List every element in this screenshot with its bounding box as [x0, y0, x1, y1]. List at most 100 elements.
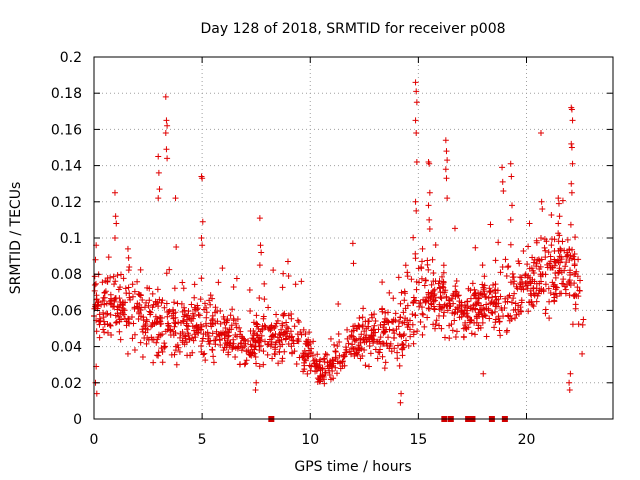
data-point	[507, 160, 514, 167]
data-point	[101, 329, 108, 336]
data-point	[444, 195, 451, 202]
data-point	[232, 320, 239, 327]
data-point	[111, 235, 118, 241]
data-point	[542, 254, 549, 261]
data-point	[136, 291, 143, 298]
data-point	[567, 272, 574, 279]
data-point	[544, 261, 551, 268]
data-point	[219, 265, 226, 272]
data-point	[441, 289, 448, 296]
data-point	[505, 263, 512, 270]
data-point	[154, 315, 161, 322]
data-point	[143, 299, 150, 306]
data-point	[146, 297, 153, 304]
data-point	[164, 313, 171, 320]
data-point	[93, 390, 100, 397]
data-point	[112, 319, 119, 326]
data-point	[268, 333, 275, 340]
data-point	[483, 301, 490, 308]
data-point	[492, 281, 499, 288]
data-point	[555, 195, 562, 202]
data-point	[398, 390, 405, 397]
data-point	[527, 279, 534, 286]
data-point	[269, 355, 276, 362]
data-point	[327, 335, 334, 342]
data-point	[515, 258, 522, 265]
data-point	[220, 347, 227, 354]
data-point	[207, 292, 214, 299]
data-point	[265, 304, 272, 311]
data-point	[507, 241, 514, 248]
data-point	[349, 341, 356, 348]
data-point	[412, 312, 419, 319]
data-point	[410, 340, 417, 347]
data-point	[200, 335, 207, 342]
data-point	[508, 299, 515, 306]
data-point	[125, 254, 132, 261]
data-point	[169, 306, 176, 313]
data-point	[340, 354, 347, 361]
data-point	[413, 130, 420, 137]
data-point	[210, 359, 217, 366]
data-point	[294, 337, 301, 344]
data-point	[454, 292, 461, 299]
data-point	[288, 350, 295, 357]
data-point	[526, 220, 533, 227]
data-point	[471, 331, 478, 338]
y-tick-label: 0.2	[60, 50, 82, 66]
data-point	[518, 286, 525, 293]
data-point	[198, 342, 205, 349]
data-point	[339, 358, 346, 365]
data-point	[256, 262, 263, 269]
data-point	[444, 307, 451, 314]
data-point	[146, 285, 153, 292]
data-point	[419, 245, 426, 252]
data-point	[455, 292, 462, 299]
data-point	[165, 323, 172, 330]
data-point	[162, 93, 169, 100]
data-point	[460, 325, 467, 332]
data-point	[430, 269, 437, 276]
data-point	[112, 213, 119, 220]
data-point	[143, 340, 150, 347]
data-point	[525, 308, 532, 315]
data-point	[396, 318, 403, 325]
data-point	[129, 281, 136, 288]
data-point	[283, 319, 290, 326]
data-point	[537, 235, 544, 241]
data-point	[370, 326, 377, 333]
data-point	[217, 342, 224, 349]
data-point	[541, 236, 548, 243]
data-point	[517, 281, 524, 288]
data-point	[452, 288, 459, 295]
data-point	[394, 342, 401, 349]
data-point	[456, 301, 463, 308]
data-point	[207, 301, 214, 308]
data-point	[577, 277, 584, 284]
data-point	[161, 344, 168, 351]
data-point	[91, 287, 98, 294]
data-point	[368, 311, 375, 318]
data-point	[432, 241, 439, 248]
data-point	[542, 306, 549, 313]
data-point	[465, 324, 472, 331]
data-point	[564, 252, 571, 259]
data-point	[106, 321, 113, 328]
data-point	[139, 354, 146, 361]
data-point	[246, 286, 253, 293]
y-tick-labels: 0 0.02 0.04 0.06 0.08 0.1 0.12 0.14 0.16 0.18 0.2	[51, 50, 82, 428]
data-point	[533, 263, 540, 270]
data-point	[180, 285, 187, 292]
data-point	[183, 339, 190, 346]
data-point	[556, 253, 563, 260]
data-point	[272, 330, 279, 337]
data-point	[464, 313, 471, 320]
data-point	[195, 311, 202, 318]
data-point	[404, 324, 411, 331]
data-point	[350, 346, 357, 353]
data-point	[569, 246, 576, 253]
data-point	[146, 308, 153, 315]
data-point	[175, 344, 182, 351]
data-point	[405, 342, 412, 349]
data-point	[474, 299, 481, 306]
